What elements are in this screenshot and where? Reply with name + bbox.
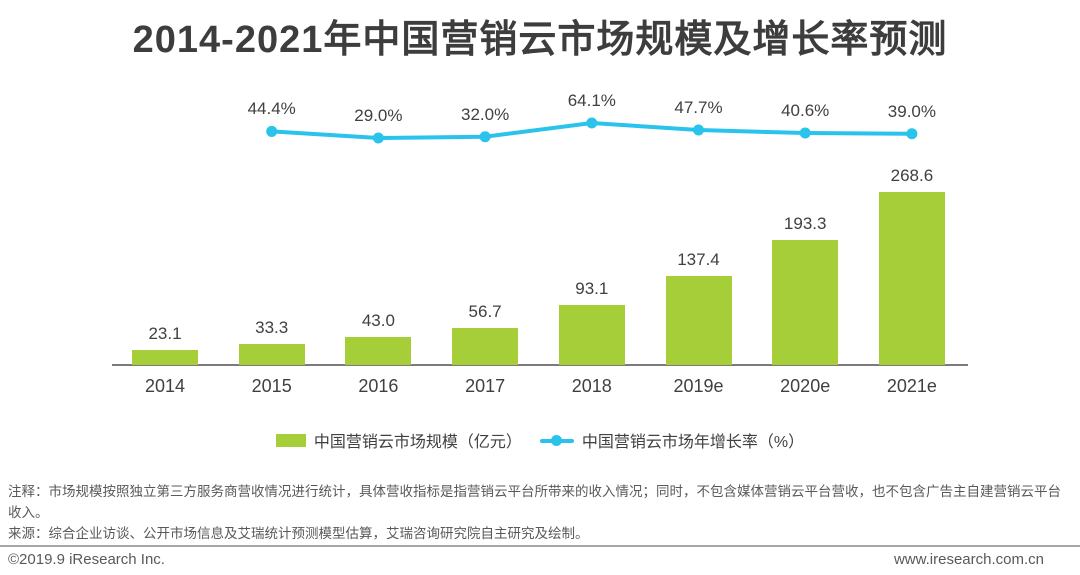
growth-line-point [906,128,918,140]
line-marker-dot [551,434,563,446]
bar-value-label: 43.0 [361,311,395,331]
x-axis-line [112,364,968,366]
growth-line-point [372,132,384,144]
growth-line-point [266,125,278,137]
bar-value-label: 193.3 [783,214,827,234]
note-annotation: 注释：市场规模按照独立第三方服务商营收情况进行统计，具体营收指标是指营销云平台所… [8,484,1061,520]
bar-value-label: 23.1 [148,324,182,344]
growth-line-point [479,131,491,143]
footer-bar: ©2019.9 iResearch Inc. www.iresearch.com… [8,551,1044,568]
growth-line-point [799,127,811,139]
footer-website: www.iresearch.com.cn [893,551,1044,568]
footnotes: 注释：市场规模按照独立第三方服务商营收情况进行统计，具体营收指标是指营销云平台所… [8,481,1072,544]
chart-legend: 中国营销云市场规模（亿元） 中国营销云市场年增长率（%） [0,428,1080,452]
chart-title: 2014-2021年中国营销云市场规模及增长率预测 [132,19,948,61]
growth-rate-label: 44.4% [247,99,296,119]
growth-line-point [693,124,704,136]
bar-2015 [238,343,305,365]
bar-series-swatch-icon [275,433,306,447]
growth-line-point [586,117,598,129]
growth-rate-label: 47.7% [674,98,723,117]
bar-value-label: 56.7 [468,302,502,322]
line-series-marker-icon [539,434,574,447]
bar-value-label: 268.6 [890,165,934,185]
bar-2020e [772,240,839,365]
legend-label-market-size: 中国营销云市场规模（亿元） [313,434,522,451]
x-axis-label: 2016 [358,376,399,396]
bar-2021e [878,191,945,365]
note-source: 来源：综合企业访谈、公开市场信息及艾瑞统计预测模型估算，艾瑞咨询研究院自主研究及… [8,526,589,541]
x-axis-label: 2017 [465,376,506,396]
bar-2019e [665,276,732,365]
x-axis-label: 2019e [673,376,724,396]
legend-label-growth-rate: 中国营销云市场年增长率（%） [581,434,805,451]
legend-item-growth-rate: 中国营销云市场年增长率（%） [539,428,805,452]
bar-value-label: 137.4 [677,250,720,270]
growth-rate-label: 29.0% [354,106,403,125]
footer-divider [0,545,1080,547]
bar-2017 [452,328,519,365]
bar-2018 [558,304,625,365]
footer-copyright: ©2019.9 iResearch Inc. [8,551,165,568]
bar-2016 [345,337,412,365]
growth-rate-label: 32.0% [460,104,510,124]
x-axis-label: 2021e [886,376,937,396]
bar-value-label: 33.3 [255,317,289,337]
growth-rate-label: 64.1% [567,91,616,110]
x-axis-label: 2015 [251,376,292,396]
bar-value-label: 93.1 [575,278,609,298]
x-axis-label: 2020e [780,376,831,396]
bar-2014 [132,350,198,365]
x-axis-label: 2014 [144,376,186,396]
growth-rate-label: 40.6% [781,101,830,121]
growth-rate-label: 39.0% [887,101,936,121]
legend-item-market-size: 中国营销云市场规模（亿元） [275,428,522,452]
x-axis-label: 2018 [571,376,612,396]
